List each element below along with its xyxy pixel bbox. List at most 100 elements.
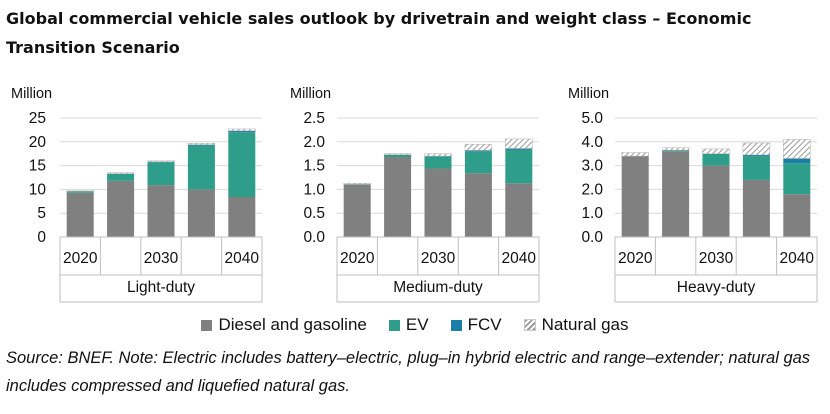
chart-title: Global commercial vehicle sales outlook …	[6, 9, 752, 57]
panel-title: Light-duty	[127, 279, 195, 296]
bar-segment-diesel-2030	[147, 185, 175, 237]
y-tick-label: 0.0	[303, 229, 325, 246]
y-tick-label: 5	[37, 205, 46, 222]
bar-segment-diesel-2025	[107, 180, 135, 237]
bar-segment-diesel-2035	[187, 189, 215, 237]
panel-title: Medium-duty	[393, 279, 483, 296]
bar-segment-gas-2030	[424, 153, 452, 157]
source-note: Source: BNEF. Note: Electric includes ba…	[6, 349, 811, 395]
bar-segment-diesel-2040	[228, 197, 256, 237]
y-tick-label: 25	[29, 110, 46, 127]
x-tick-label: 2040	[225, 250, 260, 267]
bar-segment-fcv-2035	[464, 150, 492, 152]
bar-segment-gas-2025	[383, 153, 412, 155]
y-tick-label: 1.5	[303, 158, 325, 175]
bar-segment-gas-2020	[66, 190, 94, 192]
bar-segment-ev-2040	[505, 149, 533, 184]
y-tick-label: 0	[37, 229, 46, 246]
bar-segment-diesel-2025	[662, 151, 690, 237]
y-tick-label: 2.0	[581, 181, 603, 198]
bar-segment-fcv-2040	[228, 130, 256, 133]
bar-segment-ev-2040	[228, 132, 256, 198]
x-tick-label: 2040	[502, 250, 537, 267]
bar-segment-gas-2020	[621, 152, 649, 157]
x-tick-label: 2040	[780, 250, 815, 267]
legend-label-fcv: FCV	[467, 315, 502, 334]
y-tick-label: 0.0	[581, 229, 603, 246]
bar-segment-fcv-2040	[505, 148, 533, 150]
bar-segment-diesel-2035	[742, 179, 770, 237]
legend-item-ev: EV	[388, 315, 429, 335]
y-tick-label: 20	[29, 134, 47, 151]
legend-item-gas: Natural gas	[523, 315, 629, 335]
bar-segment-ev-2040	[783, 163, 811, 195]
bar-segment-fcv-2040	[783, 158, 811, 164]
panel-title: Heavy-duty	[677, 279, 756, 296]
bar-segment-gas-2035	[742, 142, 771, 156]
y-tick-label: 10	[29, 181, 47, 198]
y-axis-unit-label: Million	[11, 86, 52, 102]
y-tick-label: 3.0	[581, 158, 603, 175]
bar-segment-ev-2030	[424, 156, 452, 169]
legend-item-diesel: Diesel and gasoline	[201, 315, 367, 335]
bar-segment-ev-2035	[187, 145, 215, 190]
bar-segment-fcv-2030	[424, 156, 452, 157]
bar-segment-fcv-2035	[742, 154, 770, 157]
bar-segment-diesel-2030	[702, 165, 730, 237]
bar-segment-ev-2035	[742, 156, 770, 180]
legend-item-fcv: FCV	[450, 315, 502, 335]
bar-segment-ev-2025	[107, 173, 135, 181]
y-tick-label: 0.5	[303, 205, 325, 222]
y-tick-label: 1.0	[303, 181, 325, 198]
x-tick-label: 2030	[699, 250, 734, 267]
y-axis-unit-label: Million	[290, 86, 331, 102]
legend: Diesel and gasoline EV FCV Natural gas	[0, 315, 830, 335]
bar-segment-diesel-2020	[66, 192, 94, 237]
legend-swatch-ev	[388, 319, 400, 331]
bar-segment-gas-2020	[343, 182, 371, 185]
bar-segment-gas-2030	[702, 148, 730, 154]
bar-segment-fcv-2035	[187, 144, 215, 146]
panel-light-duty: Million 0 5 10 15 20 25 2020 2030 2040 Light-duty	[11, 86, 263, 303]
y-tick-label: 5.0	[581, 110, 603, 127]
y-tick-label: 2.5	[303, 110, 325, 127]
x-tick-label: 2030	[144, 250, 179, 267]
bar-segment-diesel-2020	[621, 156, 649, 237]
bar-segment-diesel-2020	[343, 184, 371, 237]
bar-segment-diesel-2040	[783, 194, 811, 237]
bar-segment-ev-2025	[384, 154, 412, 158]
bar-segment-diesel-2025	[384, 157, 412, 237]
x-tick-label: 2020	[63, 250, 98, 267]
x-tick-label: 2020	[618, 250, 653, 267]
panel-heavy-duty: Million 0.0 1.0 2.0 3.0 4.0 5.0 2020 2030 2040 Hea…	[568, 86, 818, 303]
bar-segment-gas-2025	[661, 147, 690, 151]
bar-segment-ev-2030	[702, 153, 730, 166]
bar-segment-gas-2035	[464, 143, 493, 151]
x-tick-label: 2020	[340, 250, 375, 267]
bar-segment-gas-2025	[106, 172, 135, 174]
bar-segment-gas-2040	[783, 139, 811, 159]
legend-label-ev: EV	[405, 315, 429, 334]
bar-segment-ev-2035	[464, 151, 492, 174]
bar-segment-gas-2035	[187, 142, 216, 145]
x-tick-label: 2030	[421, 250, 456, 267]
bar-segment-ev-2020	[66, 191, 94, 193]
bar-segment-diesel-2030	[424, 168, 452, 237]
bar-segment-diesel-2040	[505, 183, 533, 237]
bar-segment-diesel-2035	[464, 173, 492, 237]
legend-swatch-gas	[523, 319, 536, 331]
y-tick-label: 15	[29, 158, 46, 175]
y-tick-label: 1.0	[581, 205, 603, 222]
bar-segment-fcv-2030	[147, 161, 175, 163]
y-axis-unit-label: Million	[568, 86, 609, 102]
legend-label-gas: Natural gas	[541, 315, 629, 334]
bar-segment-gas-2040	[505, 138, 533, 149]
y-tick-label: 2.0	[303, 134, 325, 151]
panel-medium-duty: Million 0.0 0.5 1.0 1.5 2.0 2.5 2020 2030 2040 Med…	[290, 86, 540, 303]
bar-segment-gas-2030	[147, 160, 175, 163]
bar-segment-gas-2040	[228, 128, 256, 132]
y-tick-label: 4.0	[581, 134, 603, 151]
bar-segment-ev-2025	[662, 150, 690, 152]
